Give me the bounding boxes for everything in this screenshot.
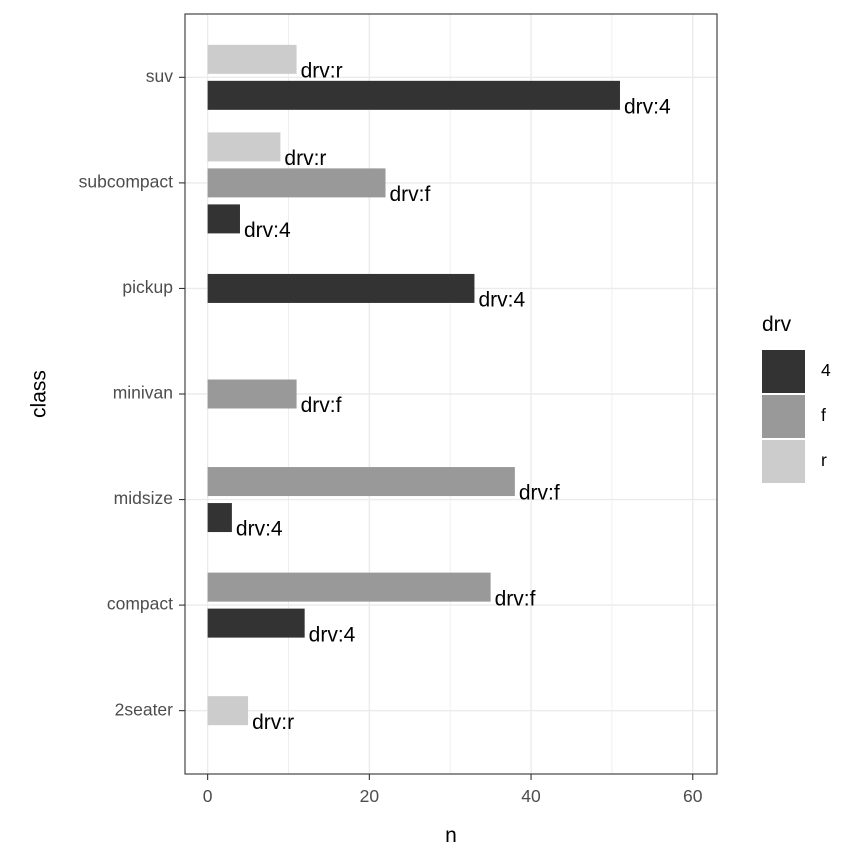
y-tick-label: 2seater (115, 699, 174, 719)
x-axis-title: n (445, 824, 457, 847)
x-axis: 0 20 40 60 (203, 774, 703, 806)
bar-label: drv:r (284, 147, 326, 170)
bar-label: drv:4 (236, 518, 283, 541)
bar-label: drv:r (301, 59, 343, 82)
bar-2seater-drv-r (207, 696, 249, 726)
bar-minivan-drv-f (207, 379, 297, 409)
bar-midsize-drv-4 (207, 503, 232, 533)
x-tick-label: 0 (203, 786, 213, 806)
legend-title: drv (762, 313, 792, 336)
y-tick-label: minivan (113, 383, 173, 403)
y-tick-label: subcompact (79, 172, 173, 192)
y-axis: 2seater compact midsize minivan pickup subcom… (79, 66, 185, 719)
bar-labels: drv:r drv:4 drv:f drv:4 drv:f drv:f drv:4 drv:4… (236, 59, 671, 733)
legend-key-r (762, 440, 805, 483)
bar-label: drv:f (495, 587, 536, 610)
legend-label: 4 (821, 360, 831, 380)
bar-compact-drv-f (207, 572, 491, 602)
legend-key-4 (762, 350, 805, 393)
bar-label: drv:f (301, 394, 342, 417)
bar-label: drv:r (252, 711, 294, 734)
bar-midsize-drv-f (207, 467, 515, 497)
bars (207, 44, 620, 726)
bar-label: drv:4 (624, 95, 671, 118)
bar-label: drv:4 (244, 219, 291, 242)
legend-label: r (821, 450, 827, 470)
bar-suv-drv-4 (207, 80, 620, 110)
bar-label: drv:f (390, 183, 431, 206)
bar-suv-drv-r (207, 44, 297, 74)
bar-pickup-drv-4 (207, 273, 475, 303)
x-tick-label: 40 (521, 786, 541, 806)
legend-key-f (762, 395, 805, 438)
legend-label: f (821, 405, 826, 425)
bar-label: drv:4 (309, 623, 356, 646)
bar-compact-drv-4 (207, 608, 305, 638)
bar-subcompact-drv-r (207, 132, 281, 162)
bar-subcompact-drv-4 (207, 204, 240, 234)
legend: drv 4 f r (762, 313, 831, 483)
y-tick-label: suv (146, 66, 173, 86)
y-tick-label: compact (107, 594, 173, 614)
y-tick-label: pickup (122, 277, 173, 297)
x-tick-label: 60 (683, 786, 703, 806)
x-tick-label: 20 (360, 786, 380, 806)
y-tick-label: midsize (114, 488, 173, 508)
bar-label: drv:4 (478, 289, 525, 312)
y-axis-title: class (27, 370, 50, 418)
bar-label: drv:f (519, 482, 560, 505)
bar-subcompact-drv-f (207, 168, 386, 198)
